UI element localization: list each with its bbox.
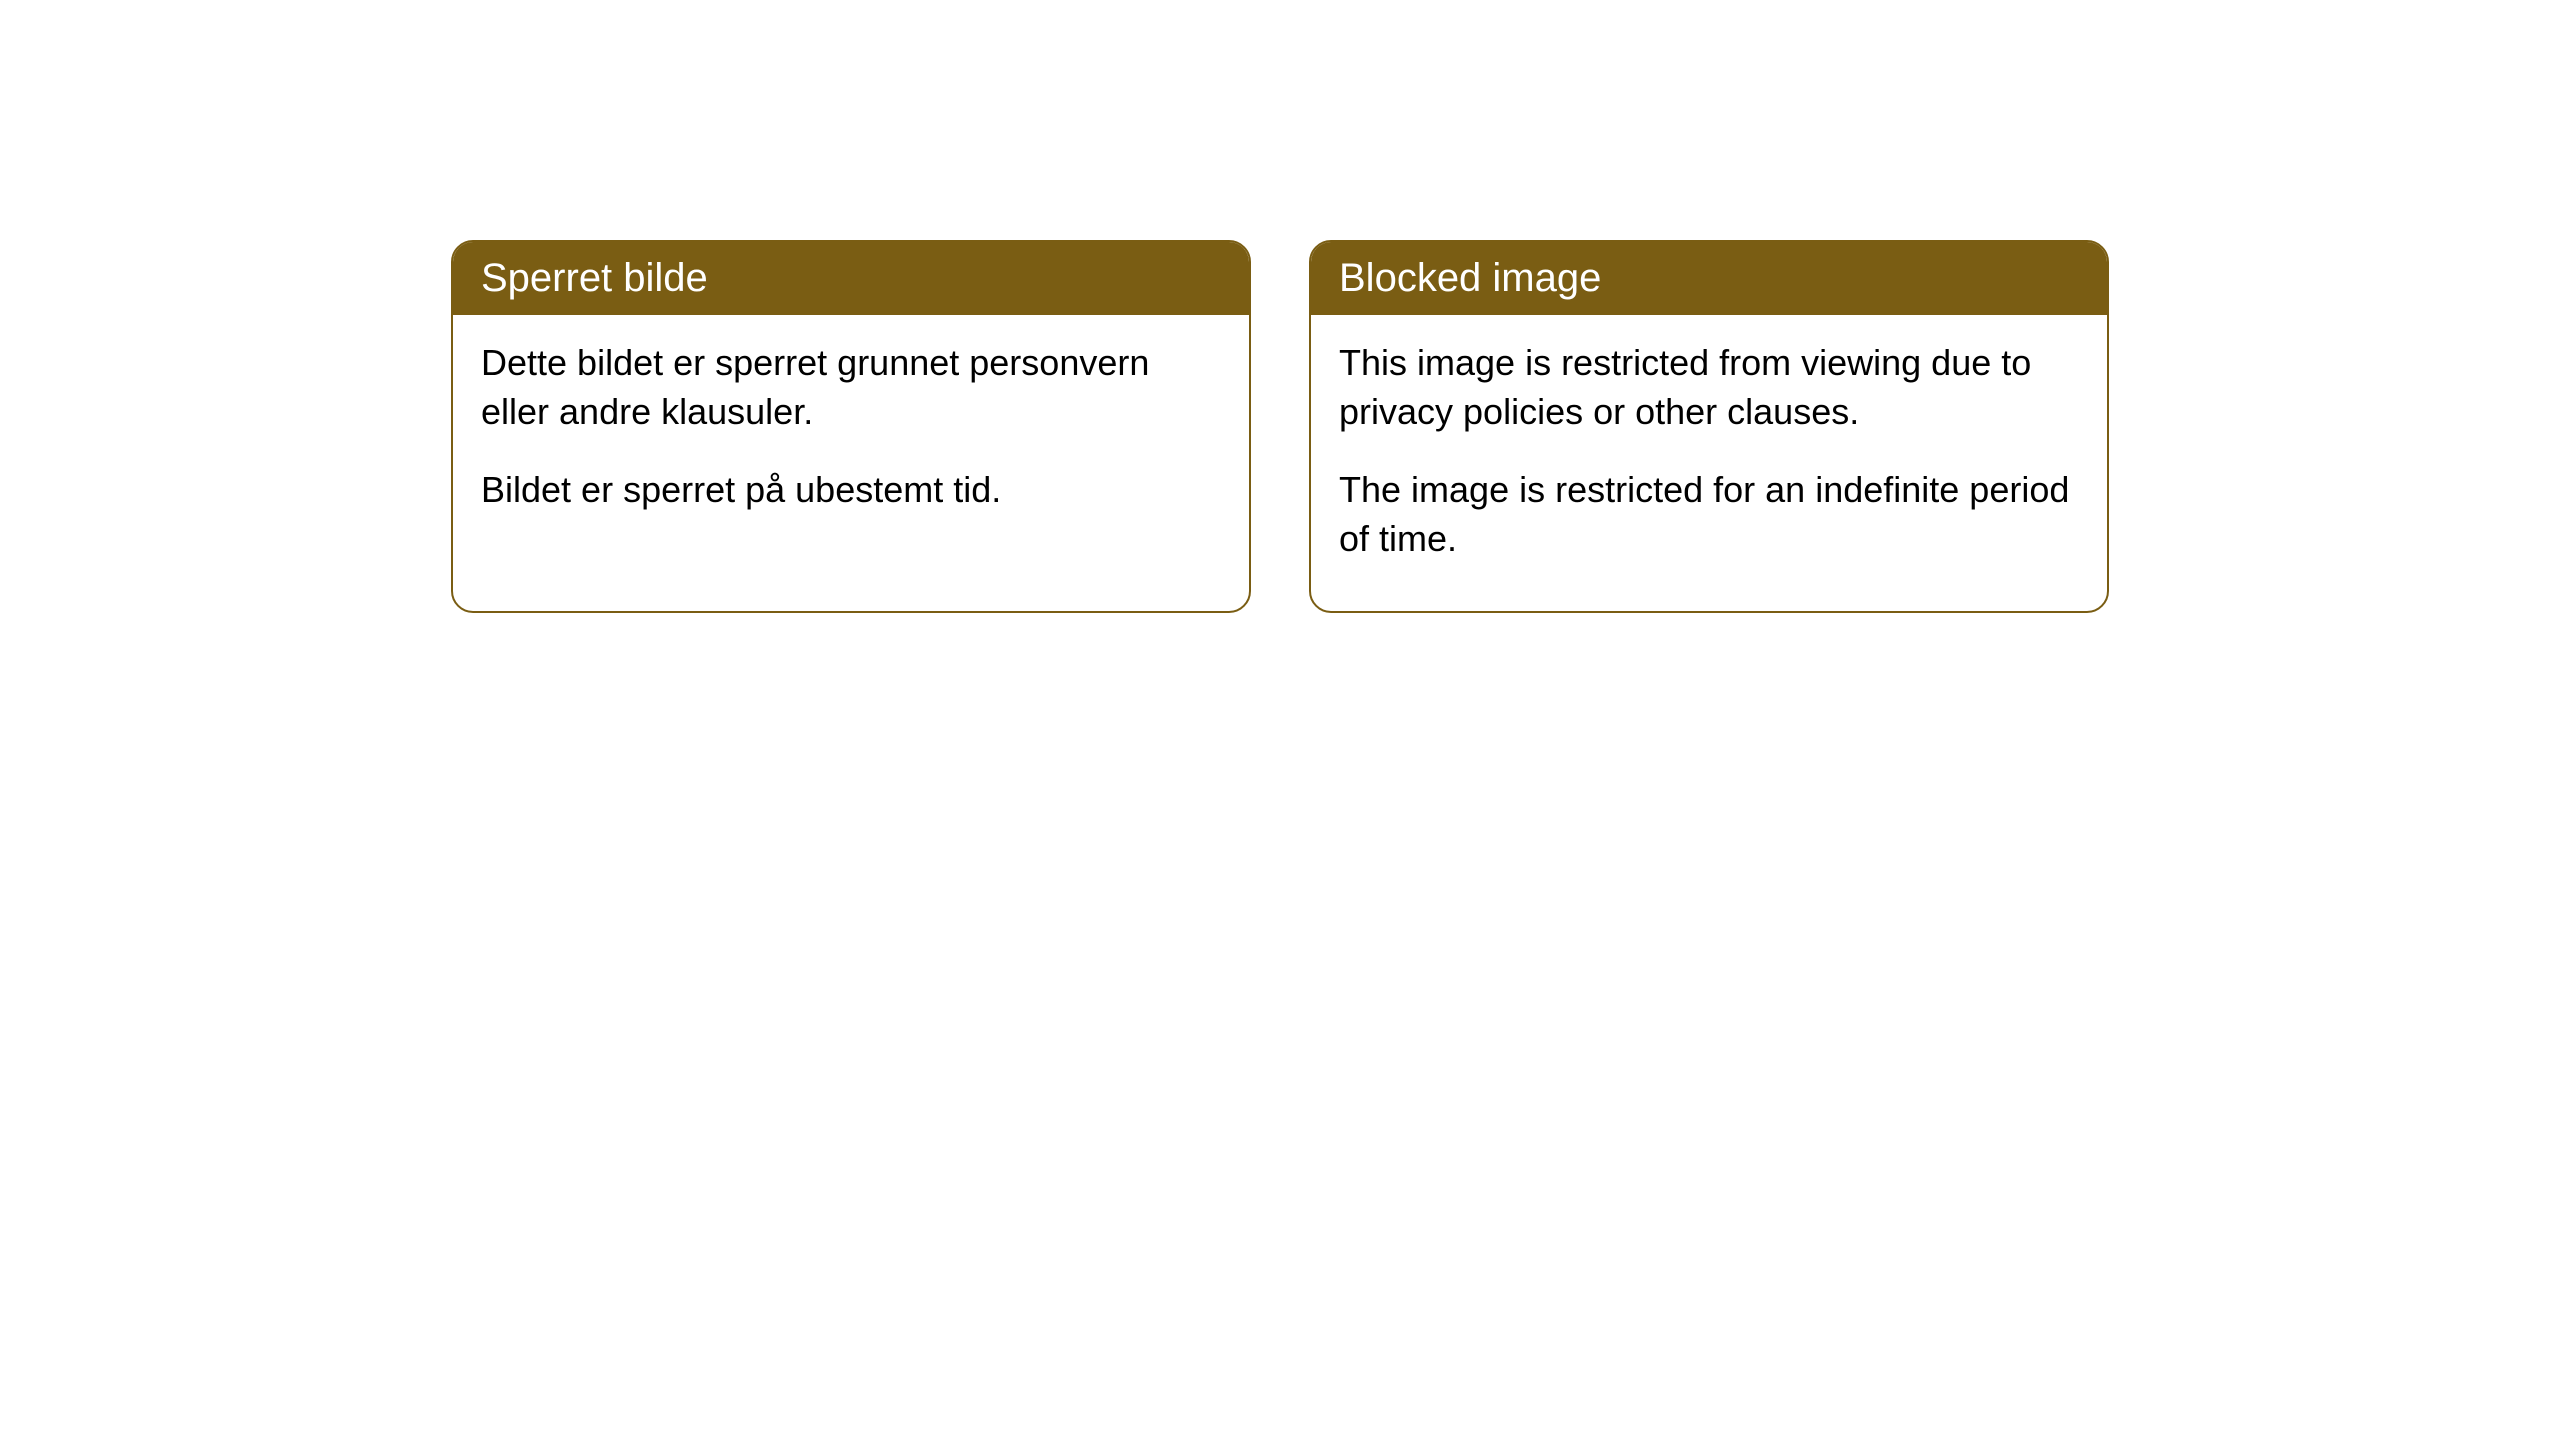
card-paragraph-1: Dette bildet er sperret grunnet personve…: [481, 339, 1221, 436]
card-paragraph-2: The image is restricted for an indefinit…: [1339, 466, 2079, 563]
notice-cards-container: Sperret bilde Dette bildet er sperret gr…: [0, 240, 2560, 613]
card-title: Blocked image: [1339, 256, 1601, 300]
card-body-english: This image is restricted from viewing du…: [1311, 315, 2107, 611]
card-header-english: Blocked image: [1311, 242, 2107, 315]
notice-card-english: Blocked image This image is restricted f…: [1309, 240, 2109, 613]
card-header-norwegian: Sperret bilde: [453, 242, 1249, 315]
card-title: Sperret bilde: [481, 256, 708, 300]
notice-card-norwegian: Sperret bilde Dette bildet er sperret gr…: [451, 240, 1251, 613]
card-paragraph-1: This image is restricted from viewing du…: [1339, 339, 2079, 436]
card-paragraph-2: Bildet er sperret på ubestemt tid.: [481, 466, 1221, 515]
card-body-norwegian: Dette bildet er sperret grunnet personve…: [453, 315, 1249, 563]
